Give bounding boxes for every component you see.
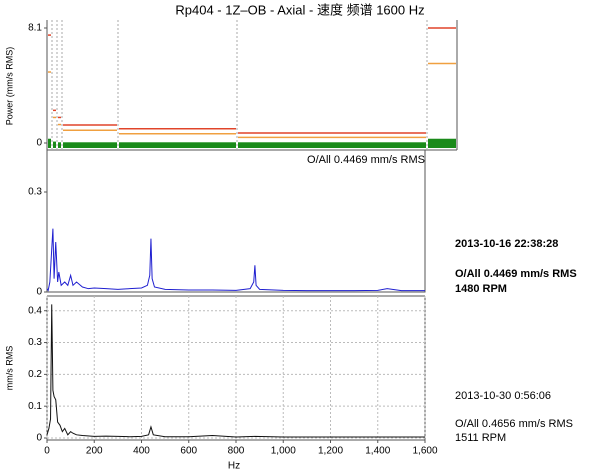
overall: O/All 0.4469 mm/s RMS [455, 268, 577, 280]
spectrum-line [46, 228, 425, 292]
band-bar [119, 142, 236, 148]
y-tick-label: 0.4 [28, 305, 42, 316]
timestamp: 2013-10-16 22:38:28 [455, 238, 558, 250]
panel-frame [46, 20, 458, 151]
band-bar [63, 142, 117, 148]
overall-header: O/All 0.4469 mm/s RMS [307, 154, 425, 166]
x-tick-label: 1,200 [318, 446, 343, 457]
y-tick-label: 8.1 [28, 23, 42, 34]
band-bar [238, 142, 426, 148]
x-tick-label: 1,600 [412, 446, 437, 457]
y-tick-label: 0 [36, 138, 42, 149]
band-bar [48, 138, 51, 148]
band-bar [428, 138, 456, 148]
band-bar [58, 142, 61, 148]
rpm: 1511 RPM [455, 432, 506, 444]
y-tick-label: 0.3 [28, 337, 42, 348]
band-bar [53, 141, 56, 148]
timestamp: 2013-10-30 0:56:06 [455, 390, 551, 402]
y-tick-label: 0.1 [28, 401, 42, 412]
x-tick-label: 1,000 [271, 446, 296, 457]
x-tick-label: 200 [86, 446, 103, 457]
x-tick-label: 800 [228, 446, 245, 457]
y-axis-label: mm/s RMS [4, 346, 14, 391]
y-tick-label: 0.2 [28, 369, 42, 380]
x-tick-label: 0 [44, 446, 50, 457]
x-axis-label: Hz [228, 461, 240, 472]
overall: O/All 0.4656 mm/s RMS [455, 418, 573, 430]
x-tick-label: 400 [133, 446, 150, 457]
y-axis-label: Power (mm/s RMS) [4, 47, 14, 126]
spectrum-line [46, 304, 425, 438]
x-tick-label: 1,400 [365, 446, 390, 457]
y-tick-label: 0 [36, 287, 42, 298]
panel-frame [46, 150, 426, 293]
chart-title: Rp404 - 1Z–OB - Axial - 速度 频谱 1600 Hz [175, 2, 424, 17]
y-tick-label: 0.3 [28, 187, 42, 198]
y-tick-label: 0 [36, 433, 42, 444]
x-tick-label: 600 [180, 446, 197, 457]
rpm: 1480 RPM [455, 283, 507, 295]
